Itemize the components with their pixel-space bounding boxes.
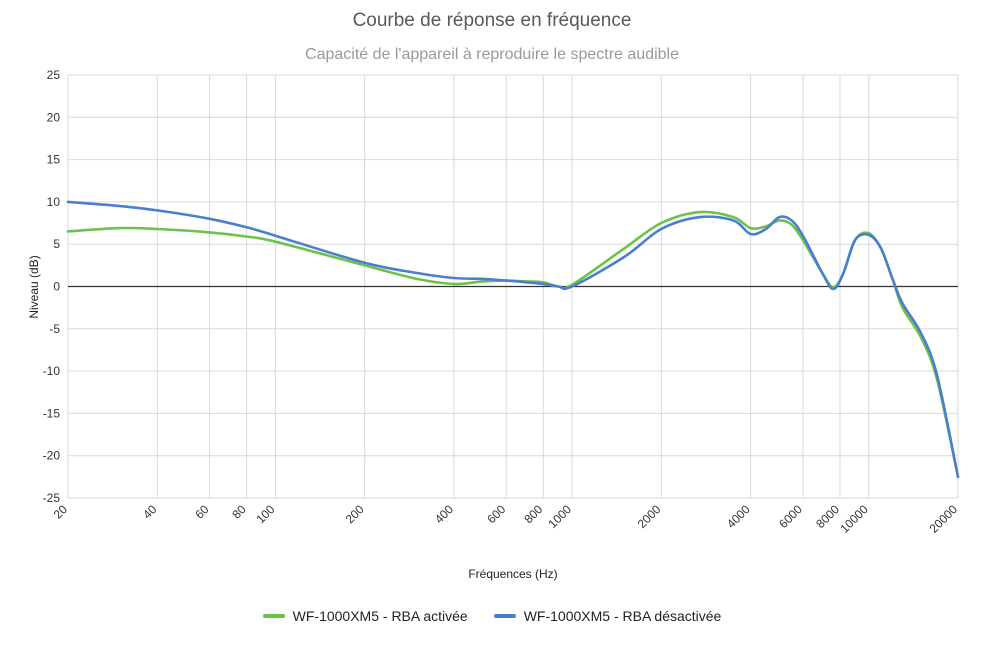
x-tick-label: 1000 xyxy=(545,502,574,531)
x-tick-label: 2000 xyxy=(635,502,664,531)
y-tick-label: -25 xyxy=(43,491,61,505)
y-tick-label: 0 xyxy=(53,280,60,294)
legend-swatch-blue xyxy=(493,614,516,618)
x-axis-label: Fréquences (Hz) xyxy=(468,567,557,581)
series-lines xyxy=(66,200,960,479)
y-tick-label: 20 xyxy=(47,110,61,124)
x-tick-label: 600 xyxy=(484,502,508,526)
x-tick-label: 80 xyxy=(229,502,249,522)
y-tick-label: 10 xyxy=(47,195,61,209)
y-tick-label: 5 xyxy=(53,237,60,251)
legend-label-rba-on: WF-1000XM5 - RBA activée xyxy=(292,608,468,624)
legend-item-rba-off: WF-1000XM5 - RBA désactivée xyxy=(493,608,722,624)
x-tick-label: 20000 xyxy=(927,502,961,536)
y-tick-labels: 25 20 15 10 5 0 -5 -10 -15 -20 -25 xyxy=(43,68,61,505)
series-line-0 xyxy=(66,210,960,479)
legend-swatch-green xyxy=(262,614,285,618)
y-tick-label: -10 xyxy=(43,364,61,378)
x-tick-label: 10000 xyxy=(837,502,871,536)
y-axis-label: Niveau (dB) xyxy=(27,255,41,318)
x-tick-label: 800 xyxy=(521,502,545,526)
series-line-1 xyxy=(66,200,960,479)
legend-item-rba-on: WF-1000XM5 - RBA activée xyxy=(262,608,468,624)
x-tick-label: 40 xyxy=(140,502,160,522)
x-tick-label: 100 xyxy=(253,502,277,526)
y-tick-label: -15 xyxy=(43,406,61,420)
chart-title: Courbe de réponse en fréquence xyxy=(352,10,632,31)
legend: WF-1000XM5 - RBA activée WF-1000XM5 - RB… xyxy=(0,608,984,624)
legend-label-rba-off: WF-1000XM5 - RBA désactivée xyxy=(523,608,722,624)
x-tick-labels: 20 40 60 80 100 200 400 600 800 1000 2000 4000 6000 8… xyxy=(51,502,961,536)
x-tick-label: 400 xyxy=(432,502,456,526)
y-tick-label: 15 xyxy=(47,153,61,167)
y-tick-label: -5 xyxy=(49,322,60,336)
x-tick-label: 6000 xyxy=(776,502,805,531)
x-tick-label: 60 xyxy=(192,502,212,522)
chart-subtitle: Capacité de l'appareil à reproduire le s… xyxy=(305,46,679,63)
x-tick-label: 4000 xyxy=(724,502,753,531)
y-tick-label: 25 xyxy=(47,68,61,82)
y-tick-label: -20 xyxy=(43,449,61,463)
x-tick-label: 200 xyxy=(343,502,367,526)
